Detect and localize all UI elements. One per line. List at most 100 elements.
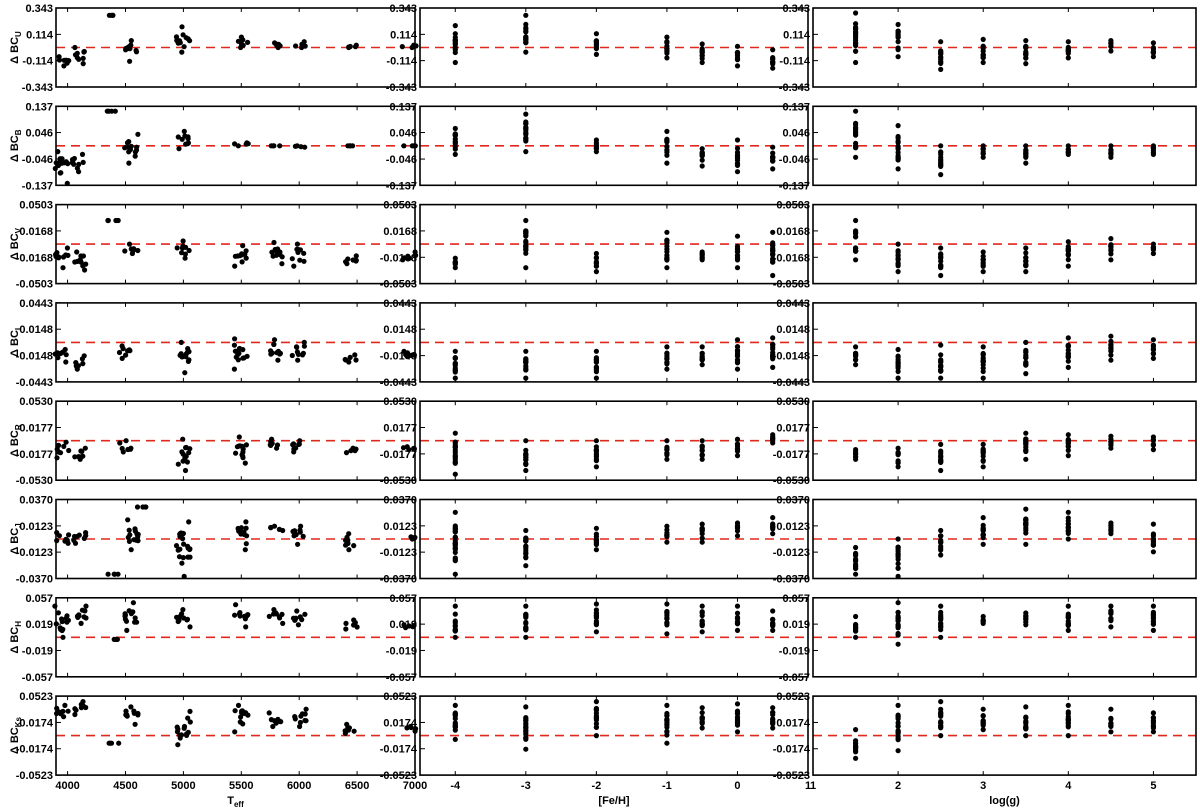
data-point xyxy=(938,255,944,261)
data-point xyxy=(271,337,278,343)
data-point xyxy=(895,139,901,146)
data-point xyxy=(452,603,458,609)
data-point xyxy=(938,39,944,45)
data-point xyxy=(853,357,859,363)
data-point xyxy=(1023,153,1029,160)
panel-frame xyxy=(55,105,416,187)
data-point xyxy=(135,531,141,538)
data-point xyxy=(895,556,901,562)
data-point xyxy=(853,228,859,234)
data-point xyxy=(895,641,901,647)
data-point xyxy=(176,554,183,560)
data-point xyxy=(523,438,529,444)
panel-frame xyxy=(55,203,416,285)
data-point xyxy=(180,243,186,249)
data-point xyxy=(128,547,134,553)
data-point xyxy=(1023,354,1029,360)
data-point xyxy=(76,613,82,619)
data-point xyxy=(243,519,249,525)
y-tick-label: -0.137 xyxy=(22,180,53,192)
data-point xyxy=(699,41,705,47)
data-point xyxy=(1023,456,1029,462)
y-axis-title-sub: B xyxy=(14,129,23,135)
y-axis-title-main: Δ BC xyxy=(9,37,21,64)
data-point xyxy=(699,720,705,727)
data-point xyxy=(664,356,670,362)
data-point xyxy=(125,45,131,52)
data-point xyxy=(452,736,458,743)
data-point xyxy=(236,443,242,449)
data-point xyxy=(938,441,944,447)
data-point xyxy=(593,51,600,58)
data-point xyxy=(297,257,303,263)
data-point xyxy=(347,354,353,360)
data-point xyxy=(770,252,776,258)
y-tick-label: 0.019 xyxy=(782,619,810,631)
panel-frame xyxy=(812,7,1197,88)
data-point xyxy=(699,438,705,444)
data-point xyxy=(81,48,87,55)
data-point xyxy=(938,154,944,160)
data-point xyxy=(293,43,299,49)
y-tick-label: -0.343 xyxy=(779,82,810,94)
data-point xyxy=(240,721,246,727)
data-point xyxy=(734,366,741,372)
data-point xyxy=(277,249,283,255)
data-point xyxy=(523,451,529,457)
y-tick-label: -0.0503 xyxy=(773,279,810,291)
data-point xyxy=(236,434,242,440)
data-point xyxy=(853,622,859,628)
data-point xyxy=(343,620,349,627)
data-point xyxy=(401,143,407,149)
data-point xyxy=(122,248,128,254)
data-point xyxy=(664,523,670,529)
panel-frame xyxy=(812,105,1197,187)
y-tick-label: 0.0523 xyxy=(776,691,810,703)
x-tick-label: 5 xyxy=(1150,780,1156,792)
data-point xyxy=(664,631,670,637)
data-point xyxy=(523,149,529,155)
data-point xyxy=(1023,530,1029,536)
data-point xyxy=(1108,151,1114,158)
y-tick-label: -0.114 xyxy=(386,56,417,68)
data-point xyxy=(143,504,149,510)
y-axis-title-main: Δ BC xyxy=(9,528,21,555)
y-axis-title: Δ BCH xyxy=(9,621,23,654)
y-tick-label: 0.0503 xyxy=(776,200,810,212)
data-point xyxy=(664,34,670,40)
data-point xyxy=(980,55,986,61)
data-point xyxy=(664,712,670,718)
data-point xyxy=(1065,49,1071,55)
data-point xyxy=(853,544,859,551)
data-point xyxy=(523,467,529,474)
y-axis-title: Δ BCI xyxy=(9,328,23,357)
data-point xyxy=(60,265,66,271)
data-point xyxy=(523,563,529,569)
x-axis-title-main: [Fe/H] xyxy=(598,795,630,807)
y-axis-title: Δ BCV xyxy=(9,227,23,260)
y-axis-title: Δ BCU xyxy=(9,31,23,64)
data-point xyxy=(72,259,78,265)
data-point xyxy=(238,714,244,720)
data-point xyxy=(108,12,114,18)
data-point xyxy=(1065,353,1071,359)
data-point xyxy=(699,623,705,629)
data-point xyxy=(452,255,458,261)
data-point xyxy=(297,529,303,535)
data-point xyxy=(699,53,705,59)
data-point xyxy=(187,708,193,715)
data-point xyxy=(343,626,349,632)
data-point xyxy=(452,41,458,48)
y-tick-label: -0.0530 xyxy=(380,475,417,487)
data-point xyxy=(399,44,405,50)
data-point xyxy=(1108,357,1114,363)
data-point xyxy=(770,229,776,235)
data-point xyxy=(734,716,741,722)
data-point xyxy=(64,613,70,619)
data-point xyxy=(1150,533,1156,539)
data-point xyxy=(1023,38,1029,44)
data-point xyxy=(1150,54,1156,60)
data-point xyxy=(232,141,238,147)
data-point xyxy=(400,445,407,451)
data-point xyxy=(699,444,705,451)
